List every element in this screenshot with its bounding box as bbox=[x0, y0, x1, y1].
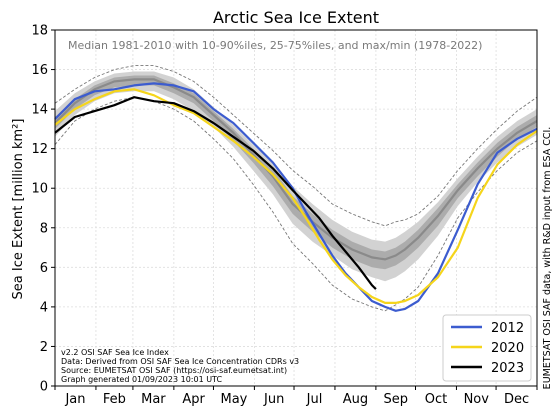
legend: 2012 2020 2023 bbox=[442, 314, 532, 382]
y-tick-label: 10 bbox=[31, 182, 48, 197]
x-tick-label: Aug bbox=[343, 392, 368, 407]
x-axis-ticks: Jan Feb Mar Apr May Jun Jul Aug Sep Oct Nov Dec bbox=[54, 386, 538, 407]
y-tick-label: 8 bbox=[40, 221, 48, 236]
x-tick-label: May bbox=[220, 392, 247, 407]
y-tick-label: 2 bbox=[40, 340, 48, 355]
y-axis-ticks: 0 2 4 6 8 10 12 14 16 18 bbox=[31, 24, 55, 395]
chart-title: Arctic Sea Ice Extent bbox=[213, 8, 379, 27]
x-tick-label: Apr bbox=[182, 392, 205, 407]
x-tick-label: Feb bbox=[103, 392, 126, 407]
plot-frame bbox=[54, 29, 538, 387]
x-tick-label: Jul bbox=[306, 392, 323, 407]
chart-subtitle: Median 1981-2010 with 10-90%iles, 25-75%… bbox=[68, 39, 482, 52]
legend-label-2023: 2023 bbox=[491, 361, 524, 376]
y-axis-label: Sea Ice Extent [million km²] bbox=[11, 119, 26, 300]
y-tick-label: 18 bbox=[31, 24, 48, 39]
series-line-2023 bbox=[54, 96, 377, 290]
grid bbox=[55, 30, 537, 386]
series-lines bbox=[54, 82, 538, 312]
minmax-upper-line bbox=[54, 65, 538, 227]
legend-box bbox=[442, 314, 532, 382]
y-tick-label: 12 bbox=[31, 142, 48, 157]
y-tick-label: 14 bbox=[31, 103, 48, 118]
series-line-2012 bbox=[54, 82, 538, 312]
x-tick-label: Sep bbox=[383, 392, 408, 407]
band-p10-p90 bbox=[55, 71, 537, 282]
x-tick-label: Jan bbox=[64, 392, 85, 407]
note-version: v2.2 OSI SAF Sea Ice Index bbox=[61, 348, 169, 357]
y-tick-label: 4 bbox=[40, 300, 48, 315]
note-source: Source: EUMETSAT OSI SAF (https://osi-sa… bbox=[61, 366, 287, 375]
x-tick-label: Mar bbox=[141, 392, 166, 407]
legend-label-2012: 2012 bbox=[491, 321, 524, 336]
note-data: Data: Derived from OSI SAF Sea Ice Conce… bbox=[61, 357, 299, 366]
x-tick-label: Dec bbox=[504, 392, 529, 407]
y-tick-label: 0 bbox=[40, 380, 48, 395]
legend-label-2020: 2020 bbox=[491, 341, 524, 356]
y-tick-label: 16 bbox=[31, 63, 48, 78]
side-note: EUMETSAT OSI SAF data, with R&D input fr… bbox=[542, 127, 553, 390]
x-tick-label: Jun bbox=[263, 392, 284, 407]
plot-area: Median 1981-2010 with 10-90%iles, 25-75%… bbox=[31, 24, 538, 407]
note-generated: Graph generated 01/09/2023 10:01 UTC bbox=[61, 375, 222, 384]
y-tick-label: 6 bbox=[40, 261, 48, 276]
x-tick-label: Nov bbox=[464, 392, 490, 407]
series-line-2020 bbox=[54, 88, 538, 304]
x-tick-label: Oct bbox=[425, 392, 447, 407]
data-notes: v2.2 OSI SAF Sea Ice Index Data: Derived… bbox=[61, 348, 299, 384]
